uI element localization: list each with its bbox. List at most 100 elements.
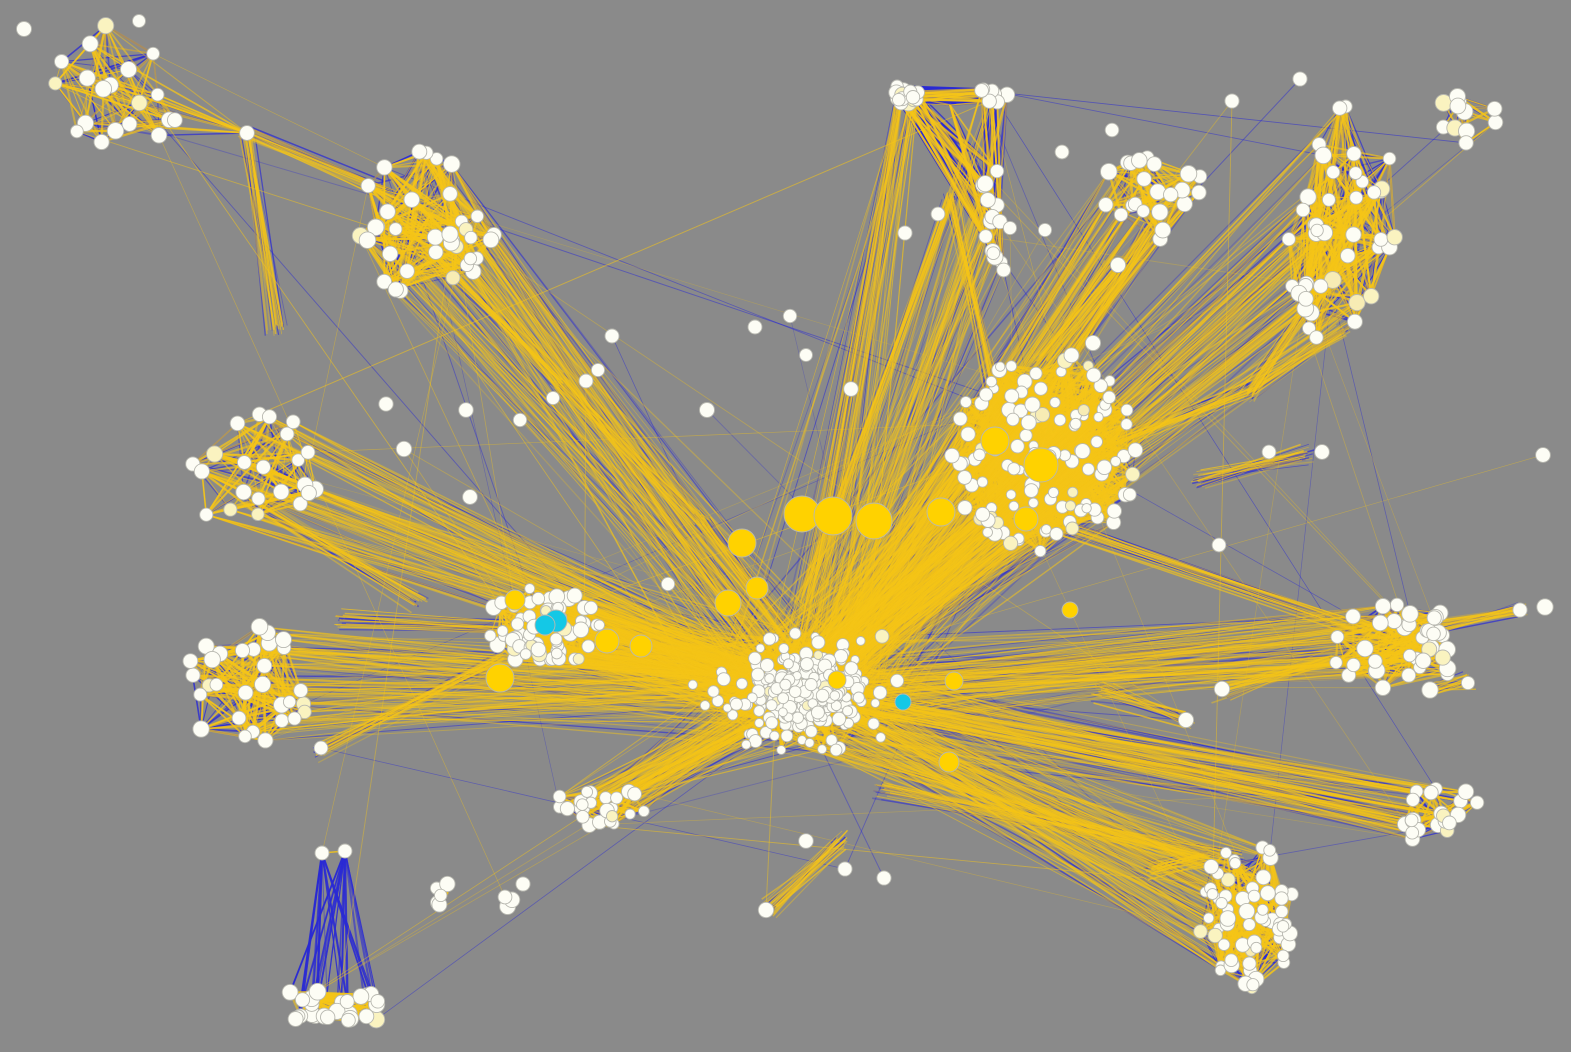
graph-node[interactable]: [852, 691, 865, 704]
graph-node[interactable]: [804, 737, 815, 748]
graph-node[interactable]: [1096, 459, 1113, 476]
graph-node[interactable]: [660, 576, 676, 592]
graph-node-gold-hub-3[interactable]: [855, 502, 893, 540]
graph-node[interactable]: [256, 657, 273, 674]
graph-node[interactable]: [813, 650, 824, 660]
graph-node[interactable]: [1402, 648, 1417, 663]
graph-node[interactable]: [1276, 920, 1290, 933]
graph-node[interactable]: [1203, 912, 1215, 924]
graph-node[interactable]: [944, 447, 960, 464]
graph-node[interactable]: [470, 209, 485, 224]
graph-node[interactable]: [1329, 655, 1343, 670]
graph-node[interactable]: [292, 496, 308, 512]
graph-node[interactable]: [583, 600, 599, 615]
graph-node[interactable]: [1215, 896, 1228, 910]
graph-node[interactable]: [300, 484, 317, 502]
graph-node[interactable]: [150, 87, 165, 102]
graph-node-gold-hub-18[interactable]: [827, 670, 847, 690]
graph-node[interactable]: [979, 192, 996, 208]
graph-node[interactable]: [237, 684, 254, 701]
graph-node[interactable]: [890, 673, 905, 688]
graph-node[interactable]: [975, 506, 991, 522]
graph-node[interactable]: [54, 54, 70, 70]
graph-node[interactable]: [1275, 904, 1289, 919]
graph-node[interactable]: [1217, 938, 1231, 951]
graph-node[interactable]: [1346, 146, 1362, 162]
graph-node[interactable]: [778, 707, 788, 718]
graph-node[interactable]: [106, 122, 125, 140]
graph-node[interactable]: [590, 362, 606, 378]
graph-node[interactable]: [275, 631, 292, 649]
graph-node[interactable]: [791, 711, 804, 724]
graph-node-gold-hub-2[interactable]: [813, 496, 853, 536]
graph-node[interactable]: [1345, 226, 1362, 243]
graph-node[interactable]: [1010, 438, 1025, 454]
graph-node[interactable]: [231, 710, 247, 726]
graph-node-gold-hub-16[interactable]: [944, 671, 964, 691]
graph-node[interactable]: [1024, 396, 1041, 413]
graph-node[interactable]: [1330, 630, 1345, 644]
graph-node[interactable]: [811, 635, 826, 650]
graph-node[interactable]: [293, 683, 309, 698]
graph-node[interactable]: [1047, 486, 1060, 498]
graph-node[interactable]: [804, 678, 818, 692]
graph-node[interactable]: [150, 127, 168, 144]
graph-node[interactable]: [281, 983, 299, 1001]
graph-node[interactable]: [867, 717, 880, 730]
graph-node[interactable]: [1219, 910, 1237, 927]
graph-node[interactable]: [287, 711, 302, 726]
graph-node[interactable]: [1535, 447, 1551, 463]
graph-node-gold-hub-5[interactable]: [727, 528, 757, 558]
graph-node[interactable]: [1003, 535, 1019, 551]
graph-node[interactable]: [1179, 165, 1198, 183]
graph-node[interactable]: [519, 648, 532, 660]
graph-node[interactable]: [1069, 417, 1082, 430]
graph-node[interactable]: [313, 740, 329, 756]
graph-node[interactable]: [952, 411, 968, 427]
graph-node-gold-hub-4[interactable]: [926, 497, 956, 527]
graph-node[interactable]: [182, 653, 199, 669]
graph-node[interactable]: [1104, 122, 1120, 138]
graph-node[interactable]: [1238, 902, 1256, 920]
graph-node[interactable]: [957, 500, 973, 516]
graph-node[interactable]: [559, 801, 575, 817]
graph-node[interactable]: [530, 641, 547, 658]
graph-node[interactable]: [1064, 500, 1077, 512]
graph-node[interactable]: [778, 643, 790, 654]
graph-node[interactable]: [1302, 321, 1316, 336]
graph-node[interactable]: [1250, 941, 1263, 954]
graph-node[interactable]: [578, 373, 594, 389]
graph-node[interactable]: [254, 675, 272, 693]
graph-node[interactable]: [760, 658, 775, 673]
graph-node[interactable]: [1349, 190, 1364, 205]
graph-node[interactable]: [976, 476, 989, 488]
graph-node[interactable]: [872, 685, 888, 700]
graph-node[interactable]: [1256, 903, 1269, 916]
graph-node[interactable]: [580, 785, 594, 798]
graph-node[interactable]: [627, 786, 642, 802]
graph-node[interactable]: [411, 143, 428, 160]
graph-node[interactable]: [1373, 232, 1389, 247]
graph-node[interactable]: [746, 692, 758, 704]
graph-node[interactable]: [497, 889, 513, 905]
graph-node[interactable]: [1367, 653, 1383, 669]
graph-node[interactable]: [605, 810, 619, 823]
graph-node[interactable]: [777, 692, 790, 705]
graph-node[interactable]: [981, 93, 997, 109]
graph-node[interactable]: [1366, 185, 1382, 200]
graph-node[interactable]: [229, 415, 246, 432]
graph-node[interactable]: [272, 483, 290, 501]
graph-node[interactable]: [388, 222, 403, 236]
graph-node[interactable]: [1206, 888, 1219, 901]
graph-node[interactable]: [1220, 846, 1232, 859]
graph-node[interactable]: [762, 632, 777, 646]
graph-node[interactable]: [753, 705, 765, 717]
graph-node[interactable]: [1404, 813, 1419, 828]
graph-node-gold-hub-17[interactable]: [1061, 601, 1079, 619]
graph-node[interactable]: [707, 685, 720, 698]
graph-node[interactable]: [897, 225, 913, 241]
graph-node[interactable]: [1049, 396, 1061, 409]
graph-node[interactable]: [576, 798, 589, 811]
graph-node[interactable]: [1313, 278, 1329, 294]
graph-node[interactable]: [358, 231, 377, 249]
